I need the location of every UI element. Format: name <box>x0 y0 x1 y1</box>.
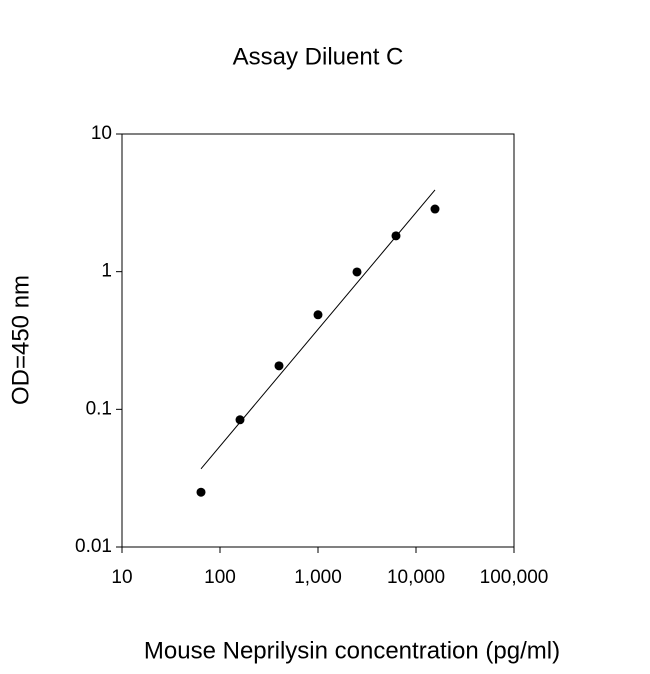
plot-frame <box>121 133 515 548</box>
x-tick-label: 100 <box>204 567 236 588</box>
data-point <box>352 267 362 277</box>
y-tick-label: 0.1 <box>86 398 112 419</box>
data-point <box>313 310 323 320</box>
data-point <box>391 231 401 241</box>
y-tick-label: 10 <box>91 123 112 144</box>
x-tick-label: 1,000 <box>294 567 342 588</box>
data-point <box>274 361 284 371</box>
data-point <box>235 415 245 425</box>
x-tick-label: 10,000 <box>387 567 445 588</box>
data-point <box>196 487 206 497</box>
x-tick-label: 100,000 <box>480 567 549 588</box>
fit-line <box>200 189 436 470</box>
x-tick-label: 10 <box>111 567 132 588</box>
chart-title: Assay Diluent C <box>233 43 404 70</box>
y-tick-label: 1 <box>101 261 112 282</box>
data-point <box>430 204 440 214</box>
y-axis-label: OD=450 nm <box>7 275 34 405</box>
x-axis-label: Mouse Neprilysin concentration (pg/ml) <box>144 637 560 664</box>
y-tick-label: 0.01 <box>75 536 112 557</box>
